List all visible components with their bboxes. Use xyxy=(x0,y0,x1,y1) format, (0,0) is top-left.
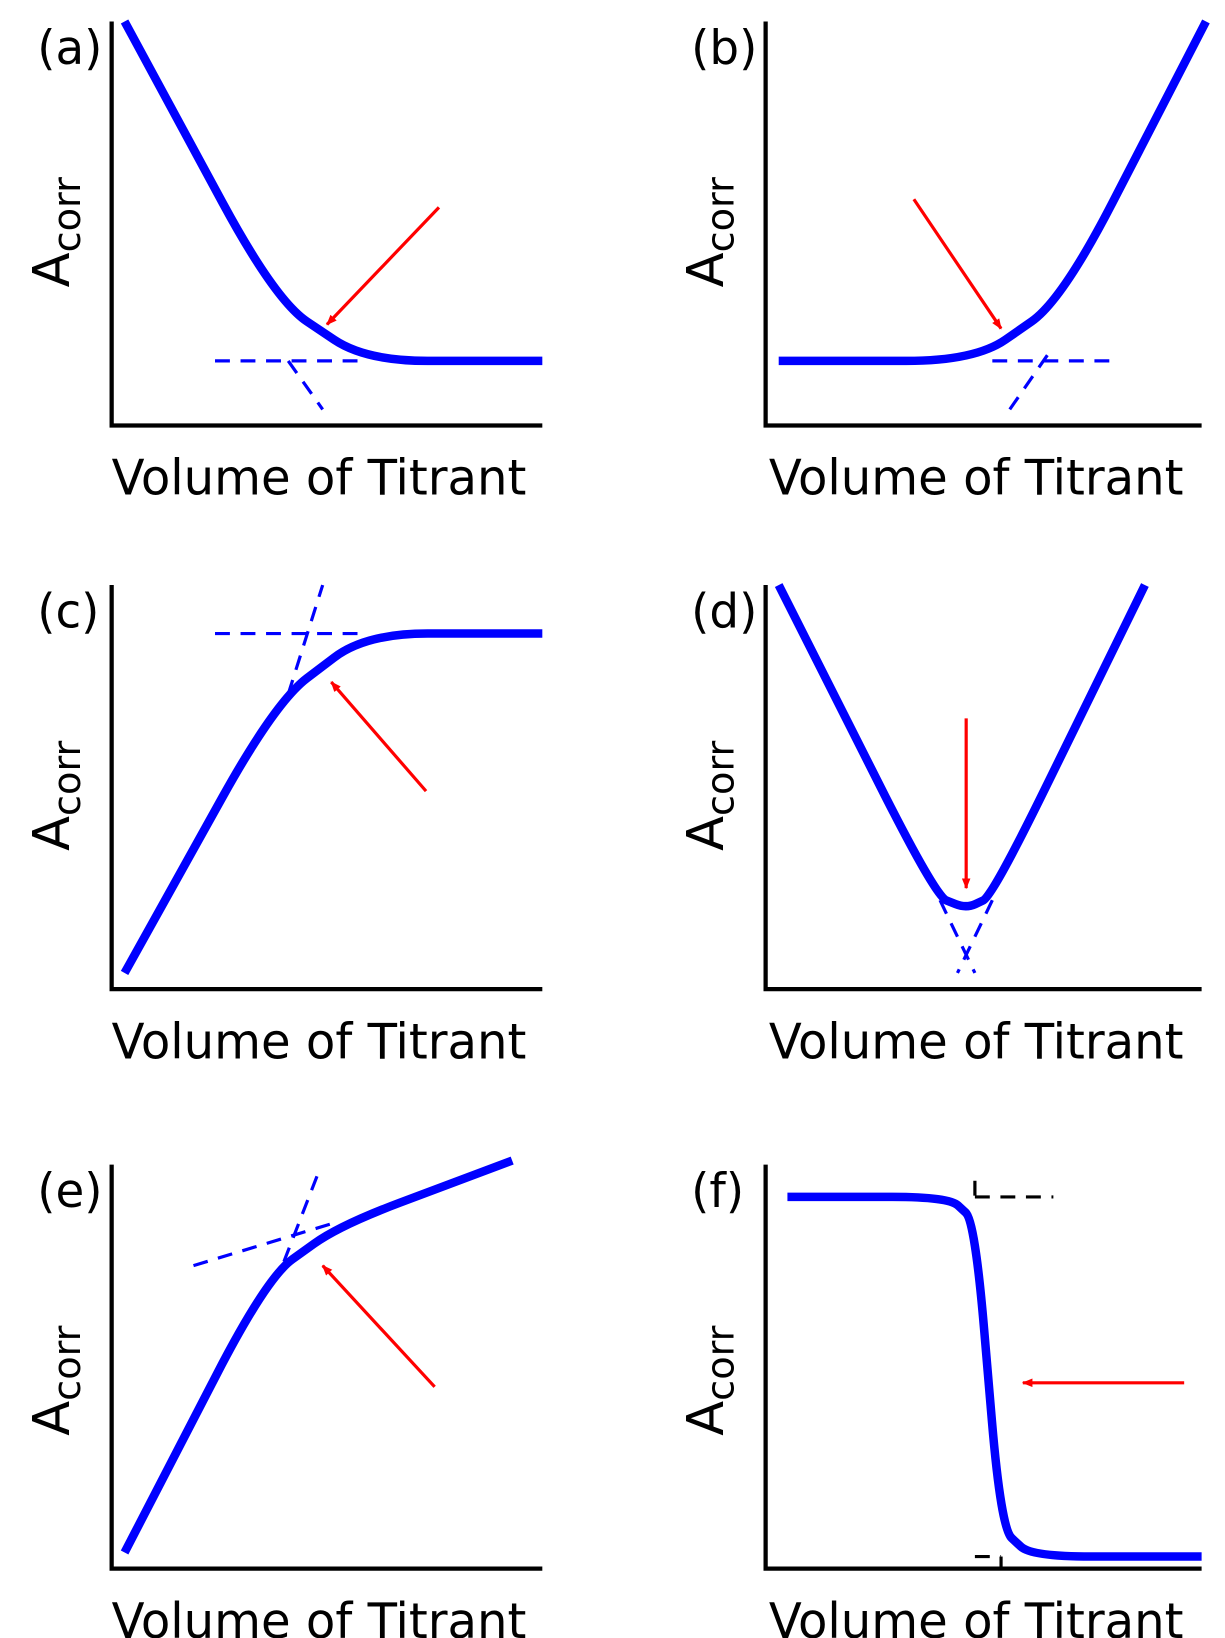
y-axis-label: Acorr xyxy=(677,177,744,287)
axes xyxy=(109,21,543,428)
panel-label: (c) xyxy=(37,586,99,640)
axes xyxy=(109,585,543,992)
y-axis-label: Acorr xyxy=(677,740,744,850)
y-axis-label-main: A xyxy=(677,816,736,851)
extrapolation-line xyxy=(956,899,994,974)
endpoint-arrow xyxy=(325,206,441,326)
y-axis-label-sub: corr xyxy=(45,1325,90,1401)
panel-label: (d) xyxy=(691,586,757,640)
y-axis-label-sub: corr xyxy=(45,177,90,253)
endpoint-arrow xyxy=(321,1264,436,1388)
panel-label: (b) xyxy=(691,22,757,76)
titration-curve xyxy=(778,19,1210,366)
y-axis-label: Acorr xyxy=(677,1325,744,1435)
panel-label: (e) xyxy=(37,1165,102,1219)
panel-label: (a) xyxy=(37,22,102,76)
x-axis-label: Volume of Titrant xyxy=(769,1593,1184,1638)
x-axis-label: Volume of Titrant xyxy=(112,450,527,507)
y-axis-label-main: A xyxy=(23,1401,82,1436)
extrapolation-line xyxy=(938,899,977,974)
x-axis-label: Volume of Titrant xyxy=(769,450,1184,507)
y-axis-label: Acorr xyxy=(23,740,90,850)
axes xyxy=(763,585,1202,992)
endpoint-arrow xyxy=(330,680,428,793)
axes xyxy=(763,1164,1202,1571)
titration-curve xyxy=(774,583,1149,911)
extrapolation-line xyxy=(286,584,325,695)
endpoint-arrow xyxy=(912,198,1003,330)
panel-label: (f) xyxy=(691,1165,744,1219)
panel-c: (c) Acorr Volume of Titrant xyxy=(23,584,543,1070)
panel-e: (e) Acorr Volume of Titrant xyxy=(23,1156,543,1638)
panel-f: (f) Acorr Volume of Titrant xyxy=(677,1164,1202,1638)
axes xyxy=(763,21,1202,428)
y-axis-label-sub: corr xyxy=(699,1325,744,1401)
y-axis-label-main: A xyxy=(23,816,82,851)
y-axis-label-sub: corr xyxy=(45,740,90,816)
extrapolation-line xyxy=(282,1172,320,1263)
x-axis-label: Volume of Titrant xyxy=(769,1013,1184,1070)
titration-curve xyxy=(120,1156,514,1555)
extrapolation-line xyxy=(286,359,324,411)
y-axis-label-sub: corr xyxy=(699,740,744,816)
y-axis-label-main: A xyxy=(677,1401,736,1436)
panel-a: (a) Acorr Volume of Titrant xyxy=(23,19,543,507)
titration-curve xyxy=(120,629,543,976)
y-axis-label-main: A xyxy=(677,252,736,287)
titration-curve xyxy=(787,1192,1202,1561)
axes xyxy=(109,1164,543,1571)
y-axis-label: Acorr xyxy=(23,177,90,287)
titration-curve xyxy=(120,19,543,366)
x-axis-label: Volume of Titrant xyxy=(112,1593,527,1638)
y-axis-label-sub: corr xyxy=(699,177,744,253)
panel-d: (d) Acorr Volume of Titrant xyxy=(677,583,1202,1070)
extrapolation-line xyxy=(1008,351,1051,411)
y-axis-label-main: A xyxy=(23,252,82,287)
y-axis-label: Acorr xyxy=(23,1325,90,1435)
panel-b: (b) Acorr Volume of Titrant xyxy=(677,19,1210,507)
x-axis-label: Volume of Titrant xyxy=(112,1013,527,1070)
